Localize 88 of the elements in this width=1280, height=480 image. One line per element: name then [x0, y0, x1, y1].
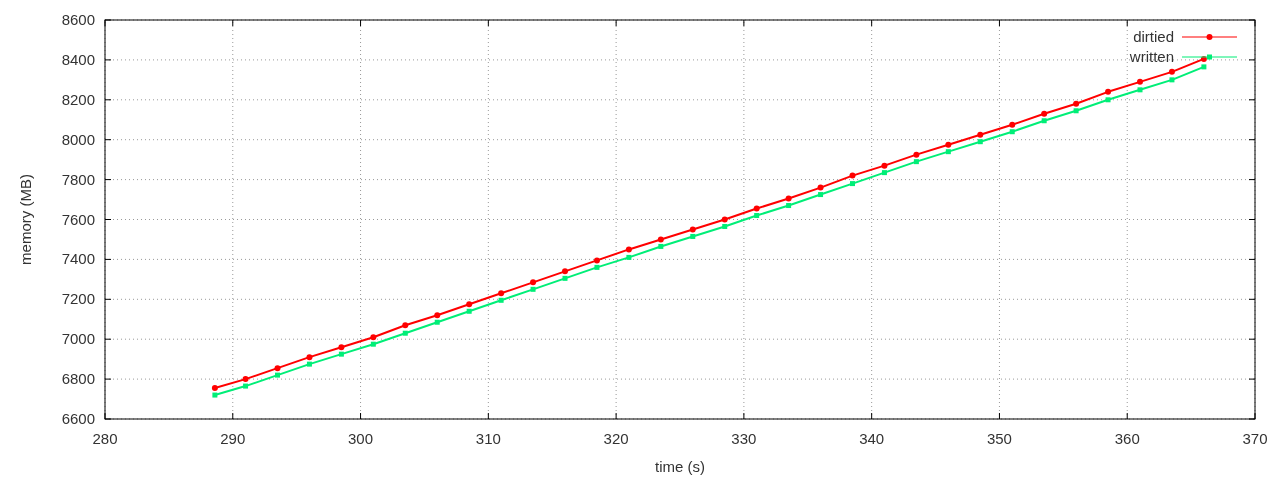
point [370, 341, 376, 347]
point [881, 170, 887, 176]
y-tick-label: 7200 [61, 290, 95, 308]
x-tick-label: 280 [92, 430, 118, 447]
point [212, 392, 218, 398]
point [434, 312, 441, 319]
x-tick-label: 340 [859, 430, 885, 447]
point [690, 233, 696, 239]
point [338, 344, 345, 351]
point [370, 334, 377, 341]
point [402, 322, 409, 329]
point [657, 236, 664, 243]
point [306, 354, 313, 361]
point [594, 264, 600, 270]
point [721, 216, 728, 223]
point [786, 203, 792, 209]
point [243, 383, 249, 389]
point [818, 192, 824, 198]
x-tick-label: 300 [348, 430, 374, 447]
point [498, 290, 505, 297]
point [466, 308, 472, 314]
point [1201, 64, 1207, 70]
point [1137, 87, 1143, 93]
point [753, 205, 760, 212]
point [1105, 88, 1112, 95]
point [689, 226, 696, 233]
y-tick-label: 8200 [61, 90, 95, 108]
point [338, 351, 344, 357]
point [274, 365, 281, 372]
x-tick-label: 370 [1242, 430, 1268, 447]
point [977, 139, 983, 145]
point [626, 254, 632, 260]
x-tick-label: 350 [986, 430, 1012, 447]
legend-label: written [1128, 48, 1174, 65]
x-axis-title: time (s) [655, 458, 705, 475]
point [1073, 108, 1079, 114]
point [1041, 118, 1047, 124]
y-axis-title: memory (MB) [17, 174, 34, 265]
point [722, 223, 728, 229]
x-tick-label: 310 [475, 430, 501, 447]
y-tick-label: 7400 [61, 250, 95, 268]
y-tick-label: 6600 [61, 410, 95, 427]
point [849, 172, 856, 179]
point [530, 286, 536, 292]
point [466, 301, 473, 308]
point [530, 279, 537, 286]
point [1009, 121, 1016, 128]
point [402, 330, 408, 336]
point [1073, 100, 1080, 107]
point [754, 213, 760, 219]
y-tick-label: 7000 [61, 330, 95, 348]
x-tick-label: 330 [731, 430, 757, 447]
y-tick-label: 8400 [61, 50, 95, 68]
y-tick-label: 7600 [61, 210, 95, 228]
legend-label: dirtied [1133, 28, 1174, 45]
point [785, 195, 792, 202]
y-tick-label: 7800 [61, 170, 95, 188]
y-tick-label: 8600 [61, 11, 95, 28]
point [945, 149, 951, 155]
point [913, 159, 919, 165]
point [1009, 129, 1015, 135]
point [817, 184, 824, 191]
point [306, 361, 312, 367]
point [562, 275, 568, 281]
point [913, 151, 920, 158]
point [211, 385, 218, 392]
point [1105, 97, 1111, 103]
point [658, 243, 664, 249]
point [945, 141, 952, 148]
y-tick-label: 6800 [61, 370, 95, 388]
point [434, 319, 440, 325]
point [593, 257, 600, 264]
point [562, 268, 568, 275]
point [1168, 68, 1175, 75]
point [498, 297, 504, 303]
point [1169, 77, 1175, 83]
point [1041, 110, 1048, 117]
x-tick-label: 360 [1114, 430, 1140, 447]
x-tick-label: 290 [220, 430, 246, 447]
point [881, 162, 888, 169]
point [1137, 78, 1143, 85]
point [275, 372, 280, 378]
point [625, 246, 632, 253]
point [977, 131, 984, 138]
point [850, 181, 855, 187]
y-tick-label: 8000 [61, 130, 95, 148]
x-tick-label: 320 [603, 430, 629, 447]
point [242, 376, 249, 383]
